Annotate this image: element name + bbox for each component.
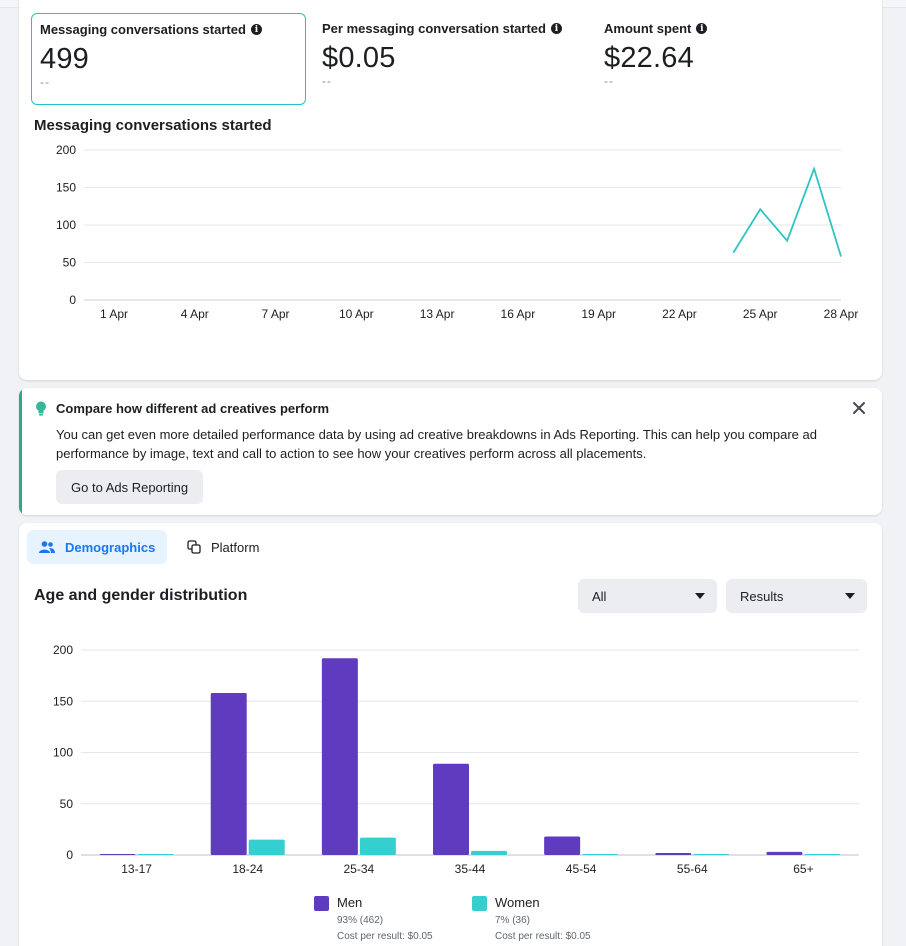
x-tick-label: 18-24: [232, 862, 263, 876]
legend-swatch-women: [472, 896, 487, 911]
bar-women: [248, 839, 285, 855]
legend-cost: Cost per result: $0.05: [495, 931, 591, 942]
demographics-card: Demographics Platform Age and gender dis…: [19, 523, 882, 946]
x-tick-label: 13 Apr: [420, 307, 455, 321]
tab-platform[interactable]: Platform: [175, 530, 271, 564]
metric-title: Per messaging conversation started: [322, 21, 546, 36]
people-icon: [39, 541, 55, 553]
caret-down-icon: [695, 593, 705, 599]
audience-filter-dropdown[interactable]: All: [578, 579, 717, 613]
metric-title: Messaging conversations started: [40, 22, 246, 37]
series-line: [732, 165, 842, 257]
x-tick-label: 16 Apr: [501, 307, 536, 321]
x-tick-label: 45-54: [566, 862, 597, 876]
metric-conversations[interactable]: Messaging conversations started i 499 --: [31, 13, 306, 105]
tab-demographics[interactable]: Demographics: [27, 530, 168, 564]
x-tick-label: 35-44: [455, 862, 486, 876]
go-to-ads-reporting-button[interactable]: Go to Ads Reporting: [56, 470, 204, 504]
metric-value: $0.05: [322, 42, 396, 74]
banner-accent-bar: [19, 388, 22, 515]
x-tick-label: 10 Apr: [339, 307, 374, 321]
bar-men: [210, 693, 247, 855]
metric-comparison: --: [40, 75, 50, 89]
bar-women: [582, 853, 619, 855]
metric-value: $22.64: [604, 42, 694, 74]
info-icon[interactable]: i: [550, 23, 562, 34]
x-tick-label: 22 Apr: [662, 307, 697, 321]
platform-icon: [187, 540, 201, 554]
metric-amount-spent[interactable]: Amount spent i $22.64 --: [596, 13, 856, 105]
bar-women: [359, 837, 396, 855]
x-tick-label: 19 Apr: [581, 307, 616, 321]
y-tick-label: 150: [56, 181, 76, 195]
bar-women: [693, 853, 730, 855]
legend-label: Men: [337, 895, 363, 910]
legend-men[interactable]: Men 93% (462) Cost per result: $0.05: [314, 895, 433, 944]
bar-men: [655, 852, 692, 855]
y-tick-label: 100: [53, 746, 73, 760]
x-tick-label: 28 Apr: [824, 307, 859, 321]
info-icon[interactable]: i: [696, 23, 708, 34]
y-tick-label: 50: [60, 797, 74, 811]
line-chart: 0 50 100 150 200 1 Apr 4 Apr 7 Apr 10 Apr 13 Apr 1…: [56, 143, 859, 321]
y-tick-label: 200: [56, 143, 76, 157]
legend-label: Women: [495, 895, 540, 910]
legend-swatch-men: [314, 896, 329, 911]
y-tick-label: 200: [53, 643, 73, 657]
banner-title: Compare how different ad creatives perfo…: [56, 401, 330, 416]
x-tick-label: 55-64: [677, 862, 708, 876]
bar-women: [137, 853, 174, 855]
line-chart-title: Messaging conversations started: [34, 117, 272, 134]
x-tick-label: 65+: [793, 862, 813, 876]
x-tick-label: 7 Apr: [262, 307, 290, 321]
y-tick-label: 50: [63, 256, 77, 270]
y-tick-label: 100: [56, 218, 76, 232]
tab-label: Demographics: [65, 539, 156, 555]
bar-women: [471, 850, 507, 855]
bar-women: [804, 853, 841, 855]
x-tick-label: 13-17: [121, 862, 152, 876]
bar-men: [99, 853, 136, 855]
metric-value: 499: [40, 43, 89, 75]
metric-comparison: --: [322, 74, 332, 88]
overview-card: Messaging conversations started i 499 -- …: [19, 0, 882, 380]
legend-cost: Cost per result: $0.05: [337, 931, 433, 942]
y-tick-label: 0: [69, 293, 76, 307]
x-tick-label: 25 Apr: [743, 307, 778, 321]
metric-comparison: --: [604, 74, 614, 88]
info-banner: Compare how different ad creatives perfo…: [19, 388, 882, 515]
close-icon[interactable]: [851, 400, 867, 416]
y-tick-label: 150: [53, 694, 73, 708]
bar-men: [433, 763, 469, 855]
x-tick-label: 25-34: [344, 862, 375, 876]
banner-text: You can get even more detailed performan…: [56, 427, 817, 461]
bar-men: [544, 836, 581, 855]
lightbulb-icon: [36, 401, 46, 416]
caret-down-icon: [845, 593, 855, 599]
bar-chart-title: Age and gender distribution: [34, 587, 248, 604]
x-tick-label: 1 Apr: [100, 307, 128, 321]
tab-label: Platform: [211, 539, 260, 555]
legend-women[interactable]: Women 7% (36) Cost per result: $0.05: [472, 895, 591, 944]
metric-dropdown[interactable]: Results: [726, 579, 867, 613]
metric-title: Amount spent: [604, 21, 692, 36]
legend-share: 7% (36): [495, 915, 531, 926]
dropdown-value: All: [592, 588, 607, 604]
bar-chart: 0 50 100 150 200 13-17 18-24 25-34 35-44 45-54 55-…: [53, 643, 859, 876]
y-tick-label: 0: [66, 848, 73, 862]
legend-share: 93% (462): [337, 915, 384, 926]
info-icon[interactable]: i: [250, 24, 262, 35]
metric-cost-per-conversation[interactable]: Per messaging conversation started i $0.0…: [314, 13, 584, 105]
dropdown-value: Results: [740, 588, 784, 604]
bar-men: [321, 658, 358, 855]
x-tick-label: 4 Apr: [181, 307, 209, 321]
bar-men: [766, 851, 803, 855]
